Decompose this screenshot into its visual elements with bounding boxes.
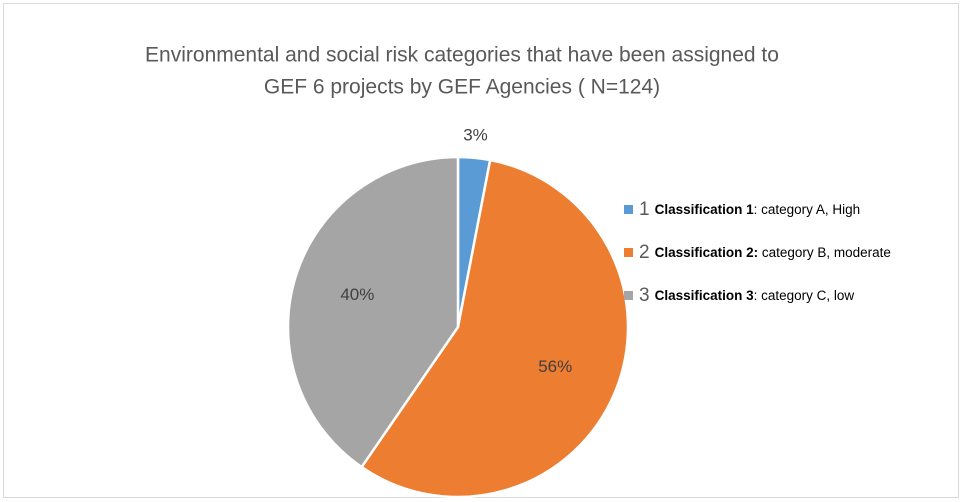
legend-label: category B, moderate bbox=[758, 245, 891, 260]
chart-title: Environmental and social risk categories… bbox=[145, 44, 779, 67]
legend-label: : category C, low bbox=[754, 288, 855, 303]
legend-label-bold: Classification 1 bbox=[655, 202, 755, 217]
legend-index: 2 bbox=[639, 242, 650, 263]
legend-swatch bbox=[624, 291, 633, 300]
data-label: 56% bbox=[538, 357, 572, 376]
legend-index: 1 bbox=[639, 199, 650, 220]
legend-swatch bbox=[624, 248, 633, 257]
legend-index: 3 bbox=[639, 285, 650, 306]
legend-label-bold: Classification 2: bbox=[655, 245, 759, 260]
pie-slice bbox=[359, 158, 630, 499]
legend-entry: 2 Classification 2: category B, moderate bbox=[639, 242, 891, 263]
legend-swatch bbox=[624, 205, 633, 214]
chart-title: GEF 6 projects by GEF Agencies ( N=124) bbox=[264, 76, 660, 99]
pie-slice bbox=[286, 155, 460, 469]
legend-label-bold: Classification 3 bbox=[655, 288, 755, 303]
legend-entry: 3 Classification 3: category C, low bbox=[639, 285, 854, 306]
data-label: 3% bbox=[463, 125, 488, 144]
legend-entry: 1 Classification 1: category A, High bbox=[639, 199, 860, 220]
data-label: 40% bbox=[340, 285, 374, 304]
legend-label: : category A, High bbox=[754, 202, 861, 217]
